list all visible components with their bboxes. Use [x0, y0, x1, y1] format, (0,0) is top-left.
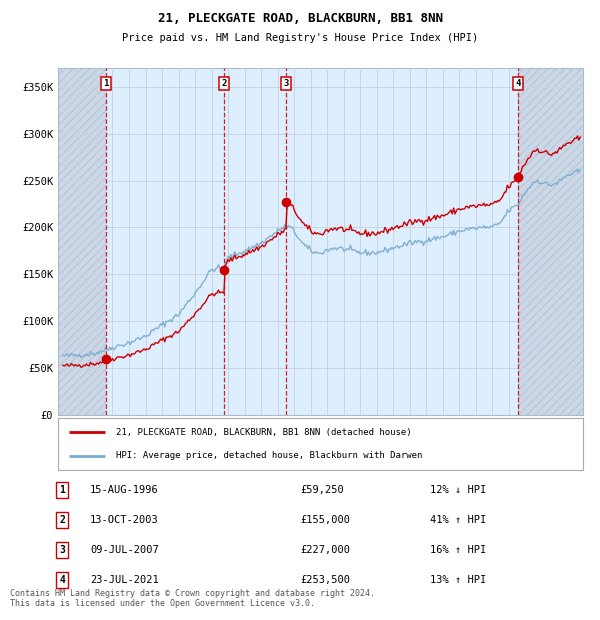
- Text: 13-OCT-2003: 13-OCT-2003: [90, 515, 159, 525]
- Text: 4: 4: [515, 79, 520, 88]
- Text: 2: 2: [222, 79, 227, 88]
- Bar: [518, 68, 583, 415]
- Text: 21, PLECKGATE ROAD, BLACKBURN, BB1 8NN (detached house): 21, PLECKGATE ROAD, BLACKBURN, BB1 8NN (…: [116, 428, 412, 436]
- Text: £227,000: £227,000: [300, 545, 350, 555]
- Text: 09-JUL-2007: 09-JUL-2007: [90, 545, 159, 555]
- Text: £155,000: £155,000: [300, 515, 350, 525]
- Text: 15-AUG-1996: 15-AUG-1996: [90, 485, 159, 495]
- Text: Contains HM Land Registry data © Crown copyright and database right 2024.
This d: Contains HM Land Registry data © Crown c…: [10, 588, 375, 608]
- Text: 4: 4: [59, 575, 65, 585]
- Text: 1: 1: [104, 79, 109, 88]
- Text: 13% ↑ HPI: 13% ↑ HPI: [430, 575, 486, 585]
- Text: 2: 2: [59, 515, 65, 525]
- Text: HPI: Average price, detached house, Blackburn with Darwen: HPI: Average price, detached house, Blac…: [116, 451, 422, 461]
- Text: 1: 1: [59, 485, 65, 495]
- Text: 3: 3: [59, 545, 65, 555]
- Text: 16% ↑ HPI: 16% ↑ HPI: [430, 545, 486, 555]
- Bar: [58, 68, 106, 415]
- Text: £59,250: £59,250: [300, 485, 344, 495]
- Text: 3: 3: [283, 79, 289, 88]
- Text: 12% ↓ HPI: 12% ↓ HPI: [430, 485, 486, 495]
- Text: 41% ↑ HPI: 41% ↑ HPI: [430, 515, 486, 525]
- Text: 21, PLECKGATE ROAD, BLACKBURN, BB1 8NN: 21, PLECKGATE ROAD, BLACKBURN, BB1 8NN: [157, 12, 443, 25]
- FancyBboxPatch shape: [58, 418, 583, 470]
- Text: 23-JUL-2021: 23-JUL-2021: [90, 575, 159, 585]
- Text: Price paid vs. HM Land Registry's House Price Index (HPI): Price paid vs. HM Land Registry's House …: [122, 33, 478, 43]
- Text: £253,500: £253,500: [300, 575, 350, 585]
